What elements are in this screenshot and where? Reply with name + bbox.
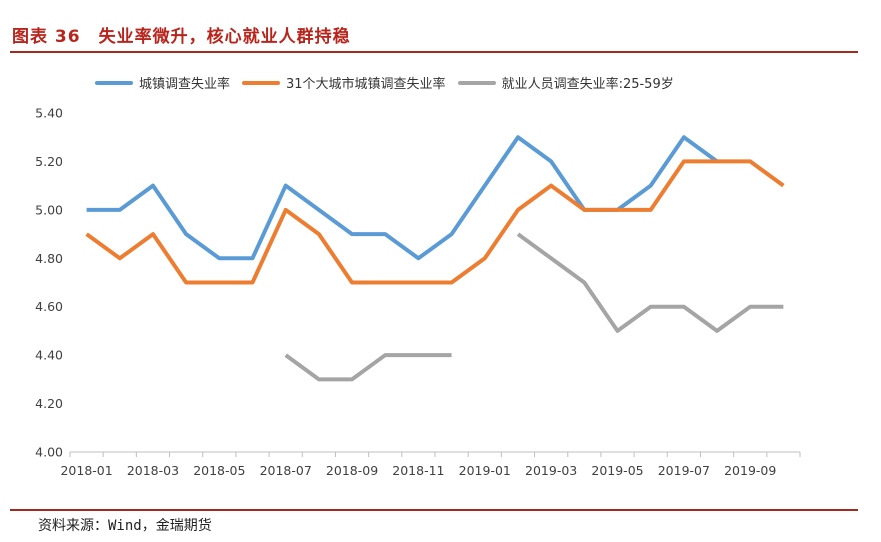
- y-tick-label: 4.20: [35, 396, 63, 411]
- x-tick-label: 2019-03: [525, 463, 577, 478]
- x-tick-label: 2018-09: [326, 463, 378, 478]
- series-line-1: [85, 159, 785, 285]
- x-tick-label: 2019-01: [459, 463, 511, 478]
- x-tick-label: 2019-05: [591, 463, 643, 478]
- title-rule: [10, 51, 858, 53]
- x-tick-label: 2018-07: [260, 463, 312, 478]
- legend-item-series-1: 31个大城市城镇调查失业率: [242, 73, 446, 92]
- source-note: 资料来源：Wind，金瑞期货: [38, 518, 212, 534]
- legend-item-series-2: 就业人员调查失业率:25-59岁: [457, 73, 674, 92]
- legend-swatch-series-2: [457, 80, 496, 85]
- x-tick-label: 2018-03: [127, 463, 179, 478]
- figure-title: 图表 36 失业率微升，核心就业人群持稳: [12, 27, 351, 47]
- legend-label-series-1: 31个大城市城镇调查失业率: [286, 77, 446, 92]
- x-tick-label: 2018-11: [392, 463, 444, 478]
- legend-swatch-series-0: [95, 80, 133, 85]
- legend-label-series-2: 就业人员调查失业率:25-59岁: [501, 77, 674, 92]
- legend-swatch-series-1: [242, 80, 281, 85]
- series-line-0: [86, 135, 719, 261]
- y-tick-label: 4.00: [35, 445, 63, 460]
- y-tick-label: 5.00: [35, 202, 63, 217]
- y-tick-label: 4.40: [35, 348, 63, 363]
- x-tick-label: 2018-05: [193, 463, 245, 478]
- legend: 城镇调查失业率 31个大城市城镇调查失业率 就业人员调查失业率:25-59岁: [95, 73, 674, 92]
- legend-label-series-0: 城镇调查失业率: [139, 77, 231, 92]
- source-rule: [10, 509, 858, 511]
- legend-item-series-0: 城镇调查失业率: [95, 73, 230, 92]
- series-line-2: [516, 232, 784, 333]
- x-tick-label: 2019-07: [658, 463, 710, 478]
- y-tick-label: 4.80: [35, 251, 63, 266]
- y-tick-label: 5.20: [35, 154, 63, 169]
- y-tick-label: 4.60: [35, 299, 63, 314]
- series-line-2: [284, 353, 452, 382]
- y-tick-label: 5.40: [35, 106, 63, 121]
- x-tick-label: 2018-01: [60, 463, 112, 478]
- x-tick-label: 2019-09: [724, 463, 776, 478]
